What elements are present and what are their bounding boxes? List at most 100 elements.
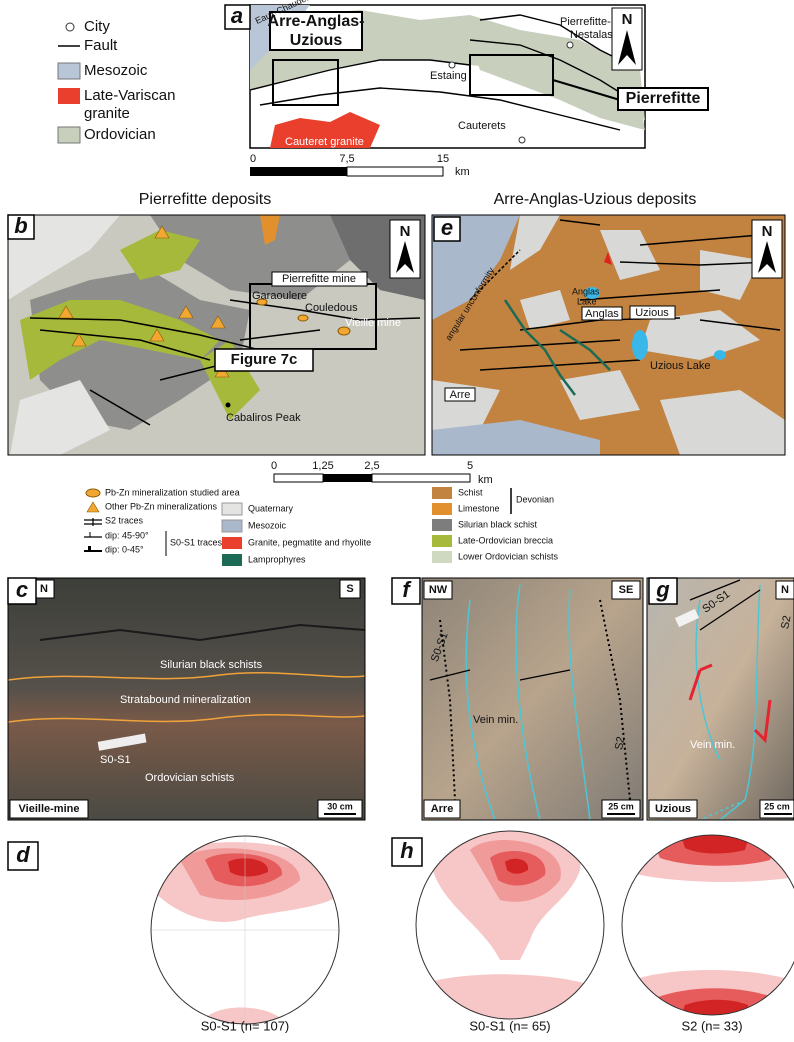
panel-f: S0-S1 Vein min. S2 NW SE Arre 25 cm f (391, 577, 644, 821)
panel-b-shape-shape (120, 230, 200, 280)
panel-e-shape (444, 387, 476, 402)
panel-f-shape (421, 577, 644, 821)
panel-label: b (14, 213, 27, 238)
scale-bar: 0 1,25 2,5 5 km (271, 460, 493, 486)
panel-f-shape (611, 580, 641, 600)
scale-label: 0 (271, 460, 277, 472)
site-label: Uzious (655, 803, 691, 815)
panel-g: S0-S1 Vein min. S2 S N Uzious 25 cm g (646, 577, 794, 821)
map-label: Estaing (430, 70, 467, 82)
panel-e-shape (604, 252, 612, 265)
map-label: Arre (450, 389, 471, 401)
legend-text: Quaternary (248, 503, 294, 513)
stereonet-caption: S0-S1 (n= 107) (201, 1018, 290, 1033)
stereonet-d-shape (150, 835, 340, 1025)
map-label: Garaoulere (252, 290, 307, 302)
panel-c-shape (39, 623, 366, 642)
panel-e-shape-shape (503, 299, 611, 396)
top-legend-shape (57, 126, 81, 144)
panel-a-shape (224, 4, 251, 30)
scale-label: 30 cm (327, 801, 353, 811)
mid-legend-shape (432, 519, 452, 531)
panel-b-shape (7, 214, 426, 456)
panel-b-shape-shape (8, 215, 120, 300)
mid-legend-shape (432, 535, 452, 547)
panel-b-shape-shape (10, 380, 110, 455)
panel-label: e (441, 215, 453, 240)
panel-g-shape (699, 799, 746, 821)
map-label: Cauterets (458, 120, 506, 132)
orientation-label: N (40, 583, 48, 595)
legend-text: Pb-Zn mineralization studied area (105, 487, 240, 497)
legend-text: granite (84, 105, 130, 122)
map-label: Anglas (585, 308, 619, 320)
mid-legend-shape (221, 502, 243, 516)
map-label: Couledous (305, 302, 358, 314)
panel-g-shape (647, 578, 794, 820)
stereonet-h: h S0-S1 (n= 65) S2 (n= 33) (391, 830, 794, 1033)
stereonet-h-shape (621, 834, 794, 1016)
panel-label: a (231, 3, 243, 28)
panel-label: g (655, 577, 670, 602)
mid-legend: Pb-Zn mineralization studied area Other … (84, 487, 559, 566)
panel-a-shape (346, 166, 444, 177)
orientation-label: S (346, 583, 353, 595)
top-legend-shape (58, 88, 80, 104)
panel-c-shape (7, 714, 366, 723)
site-label: Arre (431, 803, 454, 815)
panel-c-shape (339, 579, 361, 599)
scale-label: km (478, 474, 493, 486)
scale-label: 1,25 (312, 460, 333, 472)
panel-a-shape (566, 41, 574, 49)
panel-c-shape (7, 672, 366, 681)
map-label: Pierrefitte (626, 90, 701, 107)
stereonet-caption: S2 (n= 33) (681, 1018, 742, 1033)
legend-text: Ordovician (84, 126, 156, 143)
map-label: Nestalas (570, 29, 613, 41)
panel-b-shape (7, 214, 35, 240)
orientation-label: NW (429, 584, 448, 596)
panel-e-shape (584, 287, 600, 299)
photo-label: Vein min. (473, 714, 518, 726)
mid-legend-shape (222, 537, 242, 549)
panel-c-shape (7, 577, 366, 821)
panel-c-shape (8, 578, 365, 820)
stereonet-caption: S0-S1 (n= 65) (469, 1018, 550, 1033)
panel-a-shape (272, 59, 339, 106)
map-label: Pierrefitte mine (282, 273, 356, 285)
panel-g-shape (775, 580, 794, 600)
top-legend: City Fault Mesozoic Late-Variscan granit… (57, 18, 175, 144)
scale-label: 5 (467, 460, 473, 472)
section-title: Pierrefitte deposits (139, 191, 272, 208)
mid-legend-shape (88, 546, 91, 551)
panel-g-shape (648, 799, 698, 819)
panel-e-shape (433, 216, 461, 242)
panel-a-shape (552, 79, 621, 101)
photo-label: S0-S1 (100, 754, 131, 766)
legend-text: Mesozoic (248, 520, 287, 530)
mid-legend-shape (85, 488, 101, 498)
panel-b-shape-shape (20, 300, 220, 380)
legend-text: S2 traces (105, 515, 144, 525)
stereonet-h-shape-shape (505, 858, 529, 874)
stereonet-d-shape-shape (228, 858, 269, 877)
legend-text: City (84, 18, 110, 35)
panel-c: Silurian black schists Stratabound miner… (7, 577, 366, 821)
legend-text: Late-Variscan (84, 87, 175, 104)
map-label: Vieille mine (345, 317, 401, 329)
panel-e-shape-shape (432, 420, 600, 455)
orientation-label: SE (619, 584, 634, 596)
panel-a-shape (617, 87, 709, 111)
stereonet-h-shape (415, 830, 605, 1020)
panel-g-shape (648, 577, 678, 605)
map-label: Lake (577, 296, 597, 306)
mid-legend-shape (432, 551, 452, 563)
legend-text: S0-S1 traces (170, 537, 223, 547)
scale-label: km (455, 166, 470, 178)
panel-b-shape (214, 348, 314, 372)
panel-g-shape (689, 579, 761, 631)
legend-text: dip: 45-90° (105, 530, 149, 540)
map-label: Cauteret granite (285, 136, 364, 148)
legend-text: Lamprophyres (248, 554, 306, 564)
